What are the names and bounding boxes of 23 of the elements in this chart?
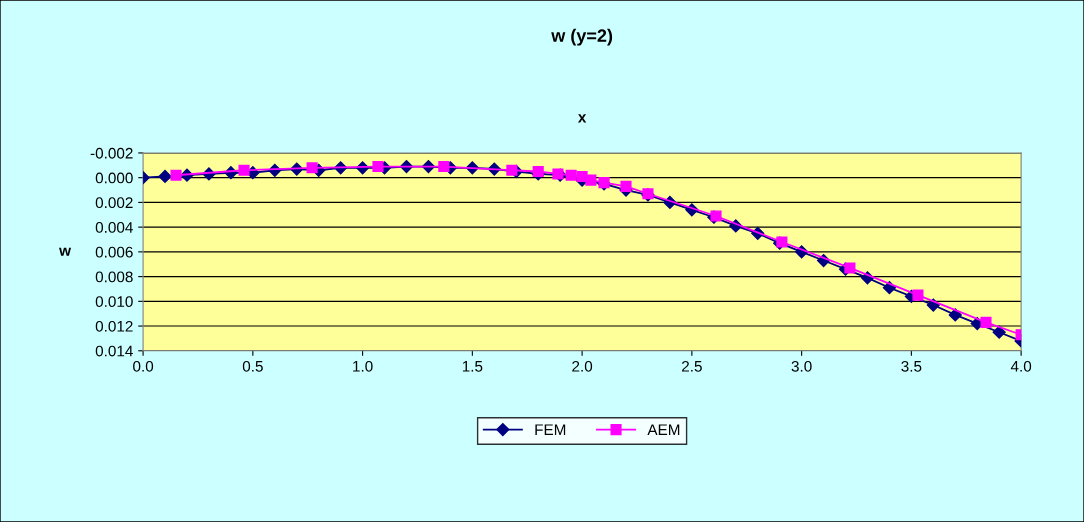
y-tick-label: 0.002 bbox=[95, 197, 133, 209]
y-axis-title: w bbox=[59, 247, 72, 256]
legend-label: FEM bbox=[535, 424, 566, 435]
x-tick-label: 0.0 bbox=[133, 360, 154, 372]
x-axis-title: x bbox=[577, 114, 587, 123]
legend-label: AEM bbox=[647, 424, 680, 435]
y-tick-label: 0.000 bbox=[95, 172, 133, 184]
y-tick-label: 0.010 bbox=[95, 296, 133, 308]
x-tick-label: 3.0 bbox=[791, 360, 812, 372]
x-tick-label: 0.5 bbox=[242, 360, 263, 372]
x-tick-label: 1.0 bbox=[353, 360, 373, 372]
chart-title: w (y=2) bbox=[551, 28, 613, 46]
x-tick-label: 2.0 bbox=[572, 360, 593, 372]
y-tick-label: 0.006 bbox=[95, 246, 133, 258]
y-tick-label: 0.004 bbox=[95, 222, 133, 233]
y-tick-label: 0.012 bbox=[95, 320, 133, 332]
x-tick-label: 1.5 bbox=[462, 361, 483, 372]
x-tick-label: 2.5 bbox=[682, 360, 702, 372]
y-tick-label: -0.002 bbox=[90, 147, 133, 159]
x-tick-label: 4.0 bbox=[1010, 360, 1032, 372]
y-tick-label: 0.014 bbox=[95, 345, 133, 357]
x-tick-label: 3.5 bbox=[901, 360, 922, 372]
y-tick-label: 0.008 bbox=[95, 271, 133, 283]
